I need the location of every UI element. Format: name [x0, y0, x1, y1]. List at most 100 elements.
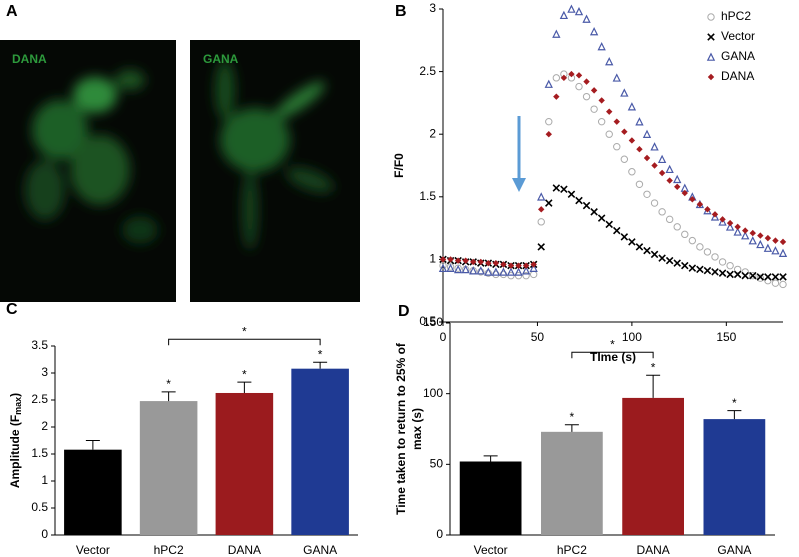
- data-point: [590, 87, 598, 94]
- data-point: [582, 92, 591, 101]
- data-point: [665, 164, 674, 174]
- data-point: [461, 264, 470, 274]
- y-axis-label: Amplitude (Fmax): [8, 393, 23, 488]
- data-point: [658, 254, 666, 262]
- error-bar: [564, 424, 579, 432]
- chart-panel: B 0.5 1 1.5 2 2.5 3 F/F0 0 50 100 150 TIme (s) hPC2 Ve…: [392, 1, 788, 364]
- data-point: [741, 231, 750, 240]
- data-point: [476, 266, 485, 275]
- data-point: [650, 199, 659, 207]
- data-point: [552, 74, 561, 82]
- data-point: [506, 267, 516, 276]
- data-point: [613, 118, 620, 125]
- data-point: [567, 190, 576, 199]
- error-bar: [85, 440, 100, 450]
- y-axis-label: F/F0: [392, 153, 406, 178]
- data-point: [651, 162, 658, 169]
- data-point: [726, 270, 734, 279]
- legend-marker: [706, 52, 716, 61]
- error-bar: [727, 410, 742, 420]
- chart-panel: C 0 0.5 1 1.5 2 2.5 3 3.5 Amplitude (Fmax) Vector h…: [6, 301, 358, 557]
- data-point: [771, 273, 780, 281]
- data-point: [636, 146, 643, 153]
- bar: [64, 449, 122, 535]
- data-point: [621, 128, 628, 135]
- data-point: [582, 201, 591, 210]
- data-point: [485, 259, 492, 267]
- data-point: [560, 185, 568, 194]
- bar: [215, 392, 274, 535]
- data-point: [756, 274, 765, 282]
- data-point: [552, 184, 561, 192]
- data-point: [559, 10, 569, 20]
- data-point: [681, 230, 689, 239]
- y-tick-label: 1.5: [31, 446, 48, 460]
- data-point: [696, 243, 704, 251]
- y-tick-label: 100: [423, 386, 443, 400]
- data-point: [537, 192, 546, 201]
- panel-letter: B: [395, 3, 407, 20]
- data-point: [628, 168, 636, 176]
- data-point: [779, 238, 787, 246]
- data-point: [522, 262, 530, 269]
- y-axis-label-part: max: [13, 397, 23, 415]
- y-tick-label: 0: [41, 527, 48, 541]
- data-point: [688, 264, 697, 272]
- stimulus-arrow: [512, 116, 526, 192]
- data-point: [658, 169, 666, 177]
- data-point: [612, 73, 621, 82]
- legend-marker: [707, 73, 715, 81]
- y-axis-label-part: ): [8, 393, 22, 397]
- x-axis-label: TIme (s): [590, 350, 636, 364]
- data-point: [507, 262, 515, 269]
- data-point: [606, 108, 613, 115]
- data-point: [453, 264, 463, 274]
- data-point: [635, 117, 644, 126]
- data-point: [643, 190, 651, 198]
- data-point: [575, 82, 583, 91]
- significance-label: *: [610, 337, 615, 351]
- data-point: [537, 243, 545, 251]
- data-point: [635, 243, 644, 251]
- data-point: [673, 223, 681, 231]
- x-tick-label: GANA: [717, 543, 751, 557]
- data-point: [583, 78, 590, 85]
- data-point: [575, 196, 583, 205]
- chart-panel: D 0 50 100 150 Time taken to return to 25% of…: [394, 303, 775, 557]
- image-label: DANA: [12, 52, 47, 66]
- significance-label: *: [242, 367, 247, 381]
- data-point: [492, 259, 500, 267]
- x-tick-label: 150: [716, 330, 736, 344]
- data-point: [590, 208, 598, 216]
- bar: [541, 431, 603, 535]
- data-point: [734, 223, 741, 231]
- data-point: [748, 236, 757, 245]
- x-tick-label: hPC2: [154, 543, 184, 557]
- data-point: [462, 257, 469, 264]
- data-point: [574, 6, 584, 16]
- data-point: [650, 250, 659, 259]
- data-point: [545, 117, 553, 126]
- data-point: [598, 97, 605, 104]
- data-point: [779, 273, 787, 281]
- data-point: [741, 271, 749, 280]
- data-point: [643, 246, 651, 255]
- data-point: [447, 256, 454, 263]
- data-point: [575, 72, 583, 79]
- data-point: [650, 142, 659, 151]
- significance-label: *: [570, 410, 575, 424]
- data-point: [703, 248, 712, 256]
- x-tick-label: GANA: [303, 543, 337, 557]
- error-bar: [313, 361, 328, 369]
- data-point: [567, 4, 576, 13]
- y-axis-label: max (s): [410, 408, 424, 450]
- data-point: [756, 273, 765, 281]
- error-bar: [161, 391, 176, 402]
- y-tick-label: 2.5: [31, 392, 48, 406]
- y-tick-label: 3: [41, 365, 48, 379]
- data-point: [628, 137, 636, 144]
- data-point: [597, 117, 606, 126]
- data-point: [500, 261, 507, 268]
- bar: [459, 461, 522, 535]
- data-point: [696, 265, 704, 274]
